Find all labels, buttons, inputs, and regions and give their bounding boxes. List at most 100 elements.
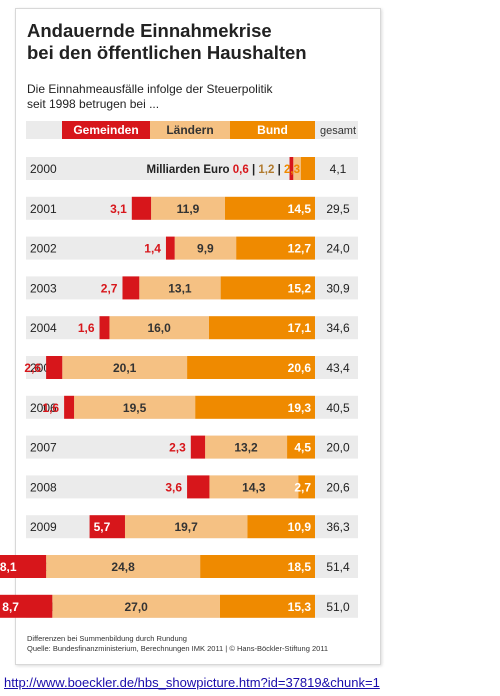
value-gemeinden: 3,1 [110,202,127,216]
bar-bund [187,356,315,379]
bar-bund [287,435,315,459]
value-laendern: 13,1 [168,281,192,295]
value-bund: 20,6 [288,361,312,375]
bar-bund [195,395,315,419]
year-label: 2002 [30,242,57,256]
bar-gemeinden [187,475,210,499]
bar-laendern [205,435,288,459]
year-label: 2006 [30,401,57,415]
value-gemeinden: 1,6 [78,321,95,335]
total-value: 20,6 [326,480,350,494]
row-2000-value-part: 0,6 [233,164,249,176]
row-background [26,157,358,180]
total-value: 51,0 [326,600,350,614]
chart-footnote: Differenzen bei Summenbildung durch Rund… [27,634,372,654]
value-bund: 2,7 [294,480,311,494]
value-bund: 17,1 [288,321,312,335]
source-link[interactable]: http://www.boeckler.de/hbs_showpicture.h… [4,675,380,690]
bar-gemeinden [99,316,110,340]
value-gemeinden: 8,1 [0,560,17,574]
legend-laendern-label: Ländern [166,123,213,137]
value-gemeinden: 2,6 [24,361,41,375]
total-value: 40,5 [326,401,350,415]
chart-subtitle: Die Einnahmeausfälle infolge der Steuerp… [27,82,367,112]
row-2000-values: Milliarden Euro 0,6 | 1,2 | 2,3 [147,164,300,176]
bar-laendern [109,316,209,340]
subtitle-line-1: Die Einnahmeausfälle infolge der Steuerp… [27,82,273,96]
legend-bund-label: Bund [257,123,288,137]
title-line-2: bei den öffentlichen Haushalten [27,42,307,63]
year-label: 2000 [30,162,57,176]
value-laendern: 9,9 [197,242,214,256]
bar-gemeinden [122,276,140,300]
value-laendern: 13,2 [234,441,258,455]
legend-gemeinden-label: Gemeinden [73,123,138,137]
value-laendern: 11,9 [177,202,200,216]
row-2000-value-part: 2,3 [284,164,300,176]
year-label: 2009 [30,520,57,534]
value-bund: 12,7 [288,242,312,256]
value-bund: 18,5 [288,560,312,574]
year-label: 2001 [30,202,57,216]
year-label: 2007 [30,441,57,455]
value-bund: 15,3 [288,600,312,614]
bar-bund [236,236,315,260]
bar-gemeinden [46,356,63,379]
bar-gemeinden [131,196,152,220]
bar-gemeinden [0,594,53,618]
total-value: 36,3 [326,520,350,534]
value-gemeinden: 8,7 [2,600,19,614]
value-laendern: 14,3 [242,480,266,494]
chart-title: Andauernde Einnahmekrise bei den öffentl… [27,20,367,64]
bar-gemeinden [89,515,125,539]
total-value: 43,4 [326,361,350,375]
value-laendern: 19,5 [123,401,147,415]
row-2000-value-part: | [274,164,284,176]
legend-laendern-swatch [150,121,230,139]
footnote-rounding: Differenzen bei Summenbildung durch Rund… [27,634,187,643]
total-value: 24,0 [326,242,350,256]
subtitle-line-2: seit 1998 betrugen bei ... [27,97,160,111]
bar-laendern [174,236,237,260]
legend-gemeinden-swatch [62,121,150,139]
bar-bund [200,555,315,578]
bar-laendern [124,515,248,539]
value-bund: 19,3 [288,401,312,415]
bar-bund [300,157,315,180]
title-line-1: Andauernde Einnahmekrise [27,20,272,41]
value-laendern: 24,8 [111,560,135,574]
bar-laendern [74,395,196,419]
bar-gemeinden [165,236,175,260]
total-value: 51,4 [326,560,350,574]
bar-bund [220,276,315,300]
legend-totals-header: gesamt [320,125,356,137]
bar-laendern [46,555,201,578]
bar-laendern [139,276,221,300]
row-2000-value-part: Milliarden Euro [147,164,233,176]
total-value: 34,6 [326,321,350,335]
value-laendern: 20,1 [113,361,137,375]
value-gemeinden: 5,7 [94,520,111,534]
bar-laendern [151,196,225,220]
value-bund: 10,9 [288,520,312,534]
value-gemeinden: 3,6 [165,480,182,494]
bar-gemeinden [289,157,294,180]
value-bund: 14,5 [288,202,312,216]
bar-gemeinden [0,555,47,578]
bar-gemeinden [64,395,75,419]
bar-laendern [209,475,299,499]
bar-bund [298,475,315,499]
bar-bund [247,515,315,539]
footnote-source: Quelle: Bundesfinanzministerium, Berechn… [27,644,329,653]
bar-bund [208,316,315,340]
value-gemeinden: 2,3 [169,441,186,455]
total-value: 20,0 [326,441,350,455]
bar-bund [219,594,315,618]
total-value: 30,9 [326,281,350,295]
bar-laendern [293,157,301,180]
value-laendern: 19,7 [174,520,198,534]
year-label: 2004 [30,321,57,335]
value-gemeinden: 1,4 [144,242,161,256]
value-bund: 15,2 [288,281,312,295]
